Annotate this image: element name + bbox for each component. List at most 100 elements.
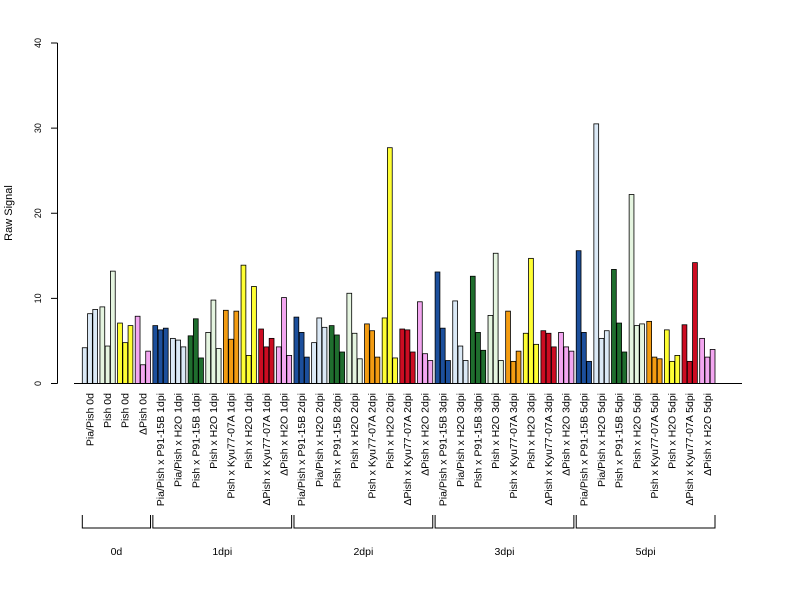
x-tick-label: Pish x H2O 1dpi <box>243 393 255 469</box>
bar <box>439 327 446 384</box>
bar <box>162 327 169 384</box>
bar <box>709 349 716 384</box>
y-tick-label: 30 <box>33 123 43 133</box>
x-tick-label: Pish x P91-15B 1dpi <box>190 393 202 488</box>
y-tick-label: 40 <box>33 38 43 48</box>
bar <box>409 351 416 384</box>
x-tick-label: ΔPish x Kyu77-07A 5dpi <box>684 393 696 506</box>
bar <box>293 316 300 384</box>
bar <box>157 329 164 384</box>
bar <box>321 326 328 384</box>
bar <box>99 306 106 384</box>
bar <box>563 346 570 384</box>
bar <box>586 360 592 384</box>
bar <box>545 332 552 384</box>
bar <box>245 355 252 384</box>
bar <box>558 332 564 384</box>
y-tick-label: 10 <box>33 293 43 303</box>
group-bracket <box>152 515 293 529</box>
y-tick-label: 0 <box>33 381 43 386</box>
bar <box>492 252 499 384</box>
bar <box>505 310 511 384</box>
group-label: 5dpi <box>636 546 656 558</box>
group-bracket <box>293 515 434 529</box>
x-tick-label: Pish x H2O 3dpi <box>525 393 537 469</box>
bar <box>568 350 575 384</box>
bar <box>510 360 517 384</box>
x-tick-label: Pish x Kyu77-07A 3dpi <box>508 393 520 499</box>
y-tick-label: 20 <box>33 208 43 218</box>
group-label: 0d <box>111 546 123 558</box>
bar <box>551 346 557 384</box>
group-bracket <box>81 515 152 529</box>
bar <box>258 328 264 384</box>
bar <box>522 332 529 384</box>
x-tick-label: Pish x Kyu77-07A 2dpi <box>367 393 379 499</box>
bar <box>457 345 464 384</box>
x-tick-label: ΔPish x Kyu77-07A 3dpi <box>543 393 555 506</box>
x-tick-label: Pia/Pish x P91-15B 5dpi <box>578 393 590 506</box>
bar <box>298 332 305 384</box>
group-brackets: 0d 1dpi 2dpi 3dpi 5dpi <box>81 515 716 558</box>
group-label: 3dpi <box>495 546 515 558</box>
bar <box>704 356 711 384</box>
bar <box>180 346 187 384</box>
bar <box>598 337 605 384</box>
x-tick-label: ΔPish x Kyu77-07A 2dpi <box>402 393 414 506</box>
bar <box>328 325 335 384</box>
bar <box>674 355 681 384</box>
bar <box>392 357 398 384</box>
bar <box>339 351 345 384</box>
x-tick-label: Pish x H2O 5dpi <box>667 393 679 469</box>
bar <box>240 264 247 384</box>
bar <box>152 325 159 384</box>
bar <box>228 338 234 384</box>
bar <box>480 349 487 384</box>
bar <box>351 332 358 384</box>
x-tick-label: Pish x H2O 2dpi <box>384 393 396 469</box>
bar <box>87 313 93 384</box>
bar <box>381 317 388 384</box>
bar <box>621 351 628 384</box>
y-axis-label: Raw Signal <box>3 185 15 241</box>
bar <box>311 342 317 384</box>
bar <box>628 194 635 384</box>
bar <box>268 337 275 384</box>
bar <box>639 323 645 384</box>
bar <box>334 334 340 384</box>
bar <box>603 330 610 384</box>
bar <box>210 299 217 384</box>
bar <box>215 348 222 384</box>
bar <box>646 320 652 384</box>
group-label: 2dpi <box>353 546 373 558</box>
x-tick-label: Pish x H2O 3dpi <box>490 393 502 469</box>
bar <box>205 332 211 384</box>
x-tick-label: Pish x H2O 2dpi <box>349 393 361 469</box>
x-tick-label: Pia/Pish x H2O 2dpi <box>314 393 326 487</box>
y-axis: 0 10 20 30 40 <box>33 38 58 386</box>
x-tick-label: ΔPish x Kyu77-07A 1dpi <box>261 393 273 506</box>
bar <box>651 356 658 384</box>
bar <box>656 358 663 384</box>
x-tick-label: ΔPish x H2O 3dpi <box>561 393 573 476</box>
bar <box>356 358 363 384</box>
bar <box>616 322 622 384</box>
bar <box>369 330 375 384</box>
bar <box>170 337 176 384</box>
bar <box>251 286 257 384</box>
x-tick-label: Pia/Pish x H2O 5dpi <box>596 393 608 487</box>
bar <box>664 329 670 384</box>
x-tick-label: Pish 0d <box>120 393 132 428</box>
x-tick-label: Pish x H2O 1dpi <box>208 393 220 469</box>
x-tick-label: Pish x H2O 5dpi <box>631 393 643 469</box>
bar <box>528 257 534 384</box>
x-tick-label: ΔPish x H2O 5dpi <box>702 393 714 476</box>
bar <box>575 250 582 384</box>
x-tick-label: Pish x P91-15B 5dpi <box>614 393 626 488</box>
x-tick-label: Pia/Pish x P91-15B 3dpi <box>437 393 449 506</box>
bar <box>374 356 381 384</box>
bar <box>223 309 229 384</box>
bar <box>699 337 705 384</box>
bar <box>140 364 146 384</box>
